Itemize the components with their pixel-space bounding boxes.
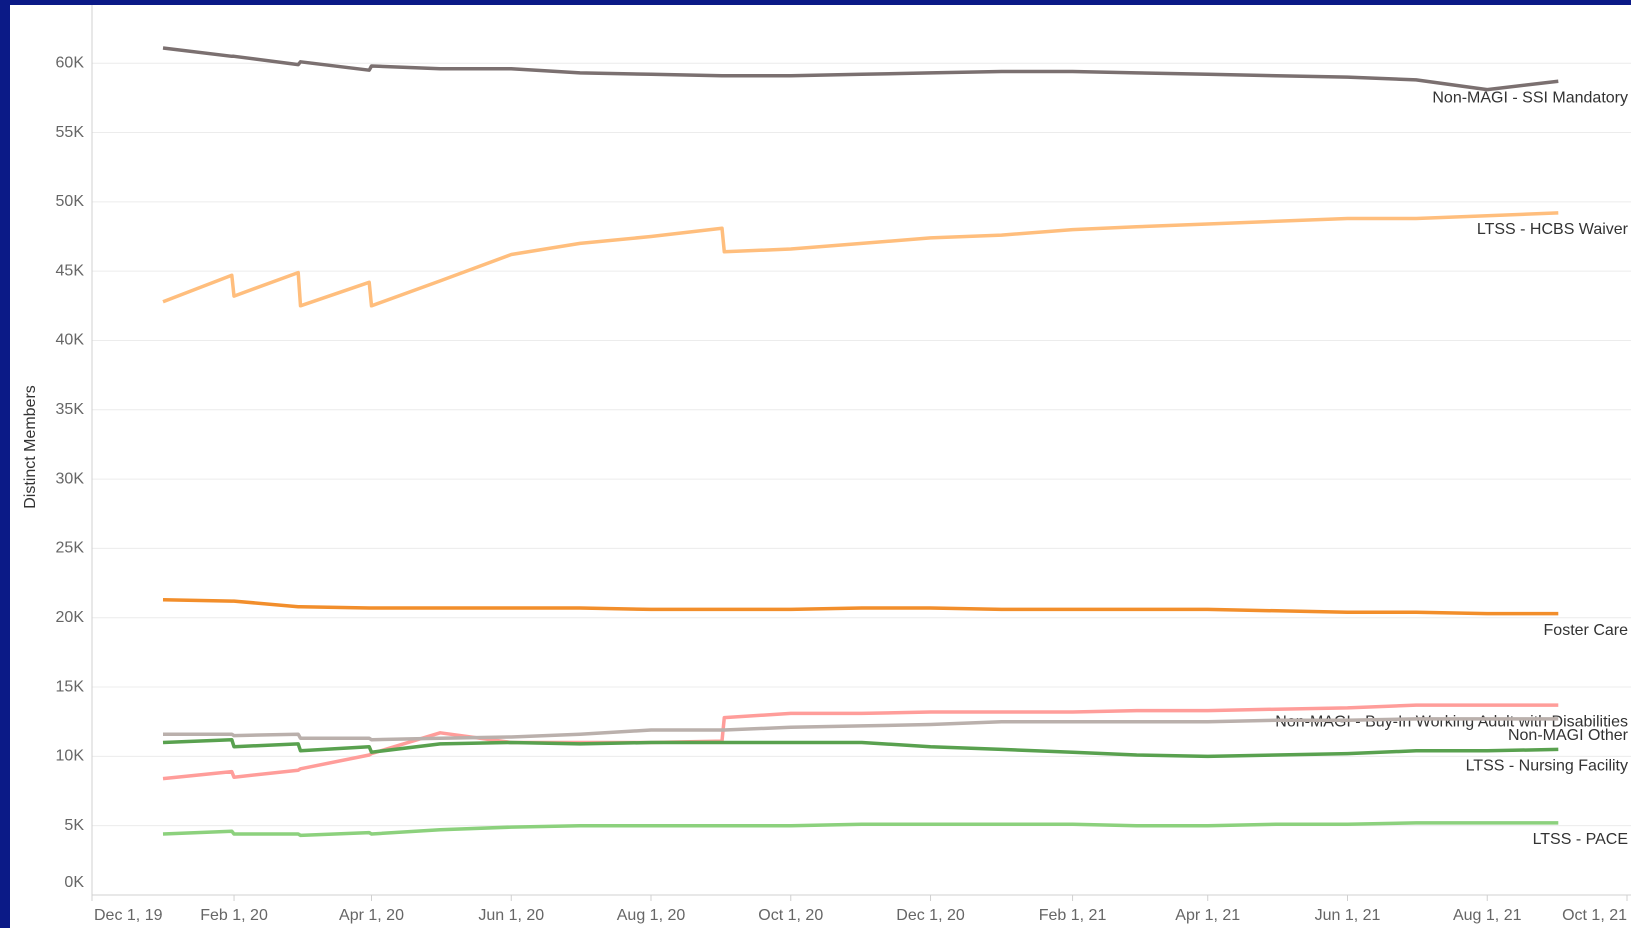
y-tick-label: 10K — [56, 748, 85, 765]
y-tick-label: 15K — [56, 678, 85, 695]
y-tick-label: 40K — [56, 332, 85, 349]
x-tick-label: Feb 1, 20 — [200, 907, 268, 924]
x-tick-label: Dec 1, 19 — [94, 907, 163, 924]
series-line — [162, 46, 1559, 92]
y-tick-label: 50K — [56, 193, 85, 210]
series-end-label: Non-MAGI Other — [1508, 727, 1629, 744]
chart-background — [10, 5, 1631, 928]
series-end-label: Non-MAGI - SSI Mandatory — [1432, 89, 1628, 106]
series-line — [162, 703, 1559, 781]
x-tick-label: Apr 1, 20 — [339, 907, 404, 924]
series-end-label: Foster Care — [1544, 622, 1629, 639]
x-tick-label: Aug 1, 21 — [1453, 907, 1522, 924]
x-tick-label: Feb 1, 21 — [1039, 907, 1107, 924]
x-tick-label: Aug 1, 20 — [617, 907, 686, 924]
y-tick-label: 55K — [56, 124, 85, 141]
x-tick-label: Jun 1, 20 — [478, 907, 544, 924]
y-tick-label: 35K — [56, 401, 85, 418]
y-tick-label: 60K — [56, 54, 85, 71]
series-end-label: LTSS - PACE — [1533, 831, 1628, 848]
series-end-label: LTSS - Nursing Facility — [1466, 758, 1628, 775]
y-tick-label: 0K — [64, 874, 84, 891]
series-line — [163, 717, 1559, 742]
series-end-label: LTSS - HCBS Waiver — [1477, 221, 1629, 238]
y-axis-title: Distinct Members — [22, 385, 39, 509]
series-line — [162, 737, 1559, 759]
x-tick-label: Oct 1, 21 — [1562, 907, 1627, 924]
y-tick-label: 5K — [64, 817, 84, 834]
series-line — [162, 597, 1559, 616]
x-tick-label: Apr 1, 21 — [1175, 907, 1240, 924]
y-tick-label: 30K — [56, 470, 85, 487]
series-line — [162, 211, 1559, 308]
series-line — [162, 821, 1559, 838]
y-tick-label: 25K — [56, 540, 85, 557]
x-tick-label: Oct 1, 20 — [758, 907, 823, 924]
x-tick-label: Dec 1, 20 — [896, 907, 965, 924]
y-tick-label: 20K — [56, 609, 85, 626]
y-tick-label: 45K — [56, 262, 85, 279]
x-tick-label: Jun 1, 21 — [1315, 907, 1381, 924]
